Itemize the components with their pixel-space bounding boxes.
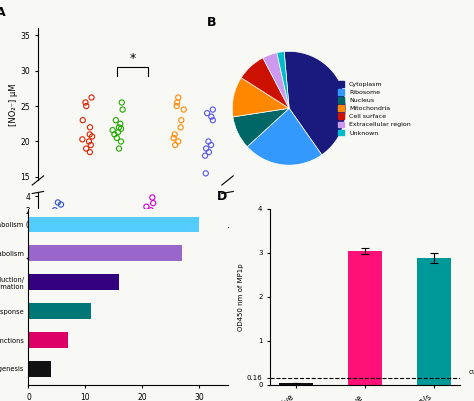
Point xyxy=(119,106,127,113)
Point xyxy=(174,138,182,145)
Point xyxy=(79,136,86,142)
Point xyxy=(88,94,95,101)
Wedge shape xyxy=(284,51,346,155)
Point xyxy=(209,106,217,113)
Point xyxy=(118,99,126,106)
Wedge shape xyxy=(263,53,289,108)
Bar xyxy=(28,303,91,319)
Point xyxy=(110,131,118,138)
Point xyxy=(203,110,211,116)
Point xyxy=(207,142,215,148)
Text: *: * xyxy=(129,52,136,65)
Point xyxy=(117,138,125,145)
Point xyxy=(79,117,87,124)
Legend: Cytoplasm, Ribosome, Nucleus, Mitochondria, Cell surface, Extracellular region, : Cytoplasm, Ribosome, Nucleus, Mitochondr… xyxy=(338,81,411,136)
Point xyxy=(117,126,125,132)
Point xyxy=(170,135,177,141)
Point xyxy=(55,216,63,222)
Bar xyxy=(28,332,68,348)
Point xyxy=(48,218,55,224)
Point xyxy=(202,145,210,152)
Bar xyxy=(28,361,51,377)
Point xyxy=(112,117,119,124)
Bar xyxy=(28,217,199,233)
Point xyxy=(55,221,63,227)
Point xyxy=(51,207,59,213)
Point xyxy=(52,211,60,217)
Text: D: D xyxy=(217,190,228,203)
Point xyxy=(55,219,62,225)
Point xyxy=(177,124,184,130)
Point xyxy=(82,103,90,109)
Wedge shape xyxy=(241,58,289,108)
Point xyxy=(173,103,181,109)
Point xyxy=(172,142,179,148)
Point xyxy=(205,149,213,155)
Text: B: B xyxy=(207,16,216,29)
Point xyxy=(52,220,59,226)
Text: A: A xyxy=(0,6,6,19)
Y-axis label: [NO₂⁻] μM: [NO₂⁻] μM xyxy=(9,83,18,126)
Point xyxy=(201,152,209,159)
Point xyxy=(85,138,93,145)
Point xyxy=(174,94,182,101)
Point xyxy=(117,121,124,127)
Point xyxy=(86,149,94,155)
Point xyxy=(57,201,65,208)
Point xyxy=(202,170,210,176)
Bar xyxy=(348,251,382,385)
Point xyxy=(205,138,212,145)
Point xyxy=(147,207,155,213)
Point xyxy=(86,124,94,130)
Point xyxy=(144,219,151,225)
Point xyxy=(209,117,217,124)
Point xyxy=(148,220,155,226)
Text: cutoff: cutoff xyxy=(469,369,474,375)
Point xyxy=(148,194,156,200)
Point xyxy=(208,113,215,120)
Point xyxy=(114,129,122,136)
Point xyxy=(82,99,89,106)
Point xyxy=(86,131,93,138)
Y-axis label: OD450 nm of MP1p: OD450 nm of MP1p xyxy=(238,263,244,330)
Wedge shape xyxy=(233,108,289,147)
Point xyxy=(87,142,95,148)
Bar xyxy=(28,274,119,290)
Point xyxy=(48,213,56,219)
Wedge shape xyxy=(277,52,289,108)
Point xyxy=(146,211,153,217)
Point xyxy=(58,216,65,223)
Point xyxy=(115,145,123,152)
Point xyxy=(149,200,157,207)
Point xyxy=(109,127,117,134)
Point xyxy=(141,217,149,223)
Point xyxy=(113,135,120,141)
Point xyxy=(55,214,63,221)
Point xyxy=(56,219,64,225)
Point xyxy=(145,216,153,222)
Bar xyxy=(28,245,182,261)
Point xyxy=(115,124,123,130)
Point xyxy=(139,214,147,221)
Wedge shape xyxy=(247,108,322,165)
Point xyxy=(173,99,181,106)
Point xyxy=(171,131,179,138)
Bar xyxy=(279,383,313,385)
Point xyxy=(148,213,155,219)
Point xyxy=(177,117,185,124)
Point xyxy=(88,133,96,140)
Point xyxy=(147,227,155,233)
Bar xyxy=(417,258,451,385)
Wedge shape xyxy=(232,78,289,117)
Point xyxy=(180,106,188,113)
Point xyxy=(82,145,90,152)
Point xyxy=(143,203,150,210)
Point xyxy=(54,199,62,206)
